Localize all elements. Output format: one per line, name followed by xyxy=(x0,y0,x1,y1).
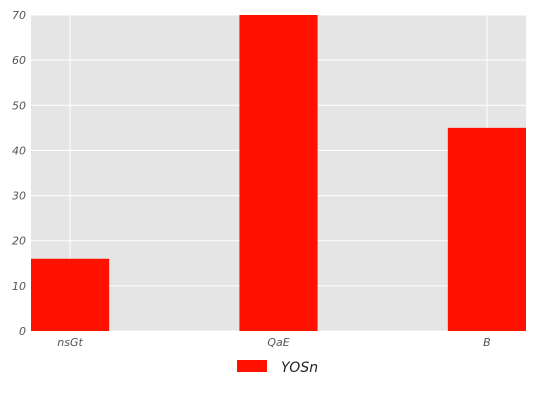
y-tick-label-50: 50 xyxy=(12,99,26,112)
legend-label: YOSn xyxy=(281,360,318,376)
x-tick-label-0: nsGt xyxy=(57,336,83,349)
y-tick-label-60: 60 xyxy=(12,54,26,67)
x-tick-label-2: B xyxy=(483,336,491,349)
y-tick-label-70: 70 xyxy=(12,9,26,22)
bar-B xyxy=(447,127,526,331)
bar-QaE xyxy=(239,15,318,331)
y-axis-tick-labels: 0 10 20 30 40 50 60 70 xyxy=(12,9,26,338)
x-tick-label-1: QaE xyxy=(267,336,289,349)
y-tick-label-20: 20 xyxy=(12,235,26,248)
y-tick-label-30: 30 xyxy=(12,190,26,203)
x-axis-tick-labels: nsGt QaE B xyxy=(57,336,490,349)
bars xyxy=(31,15,526,331)
legend: YOSn xyxy=(237,360,318,376)
legend-swatch xyxy=(237,360,267,372)
bar-nsGt xyxy=(31,258,110,331)
y-tick-label-0: 0 xyxy=(19,325,26,338)
y-tick-label-10: 10 xyxy=(12,280,26,293)
y-tick-label-40: 40 xyxy=(12,144,26,157)
